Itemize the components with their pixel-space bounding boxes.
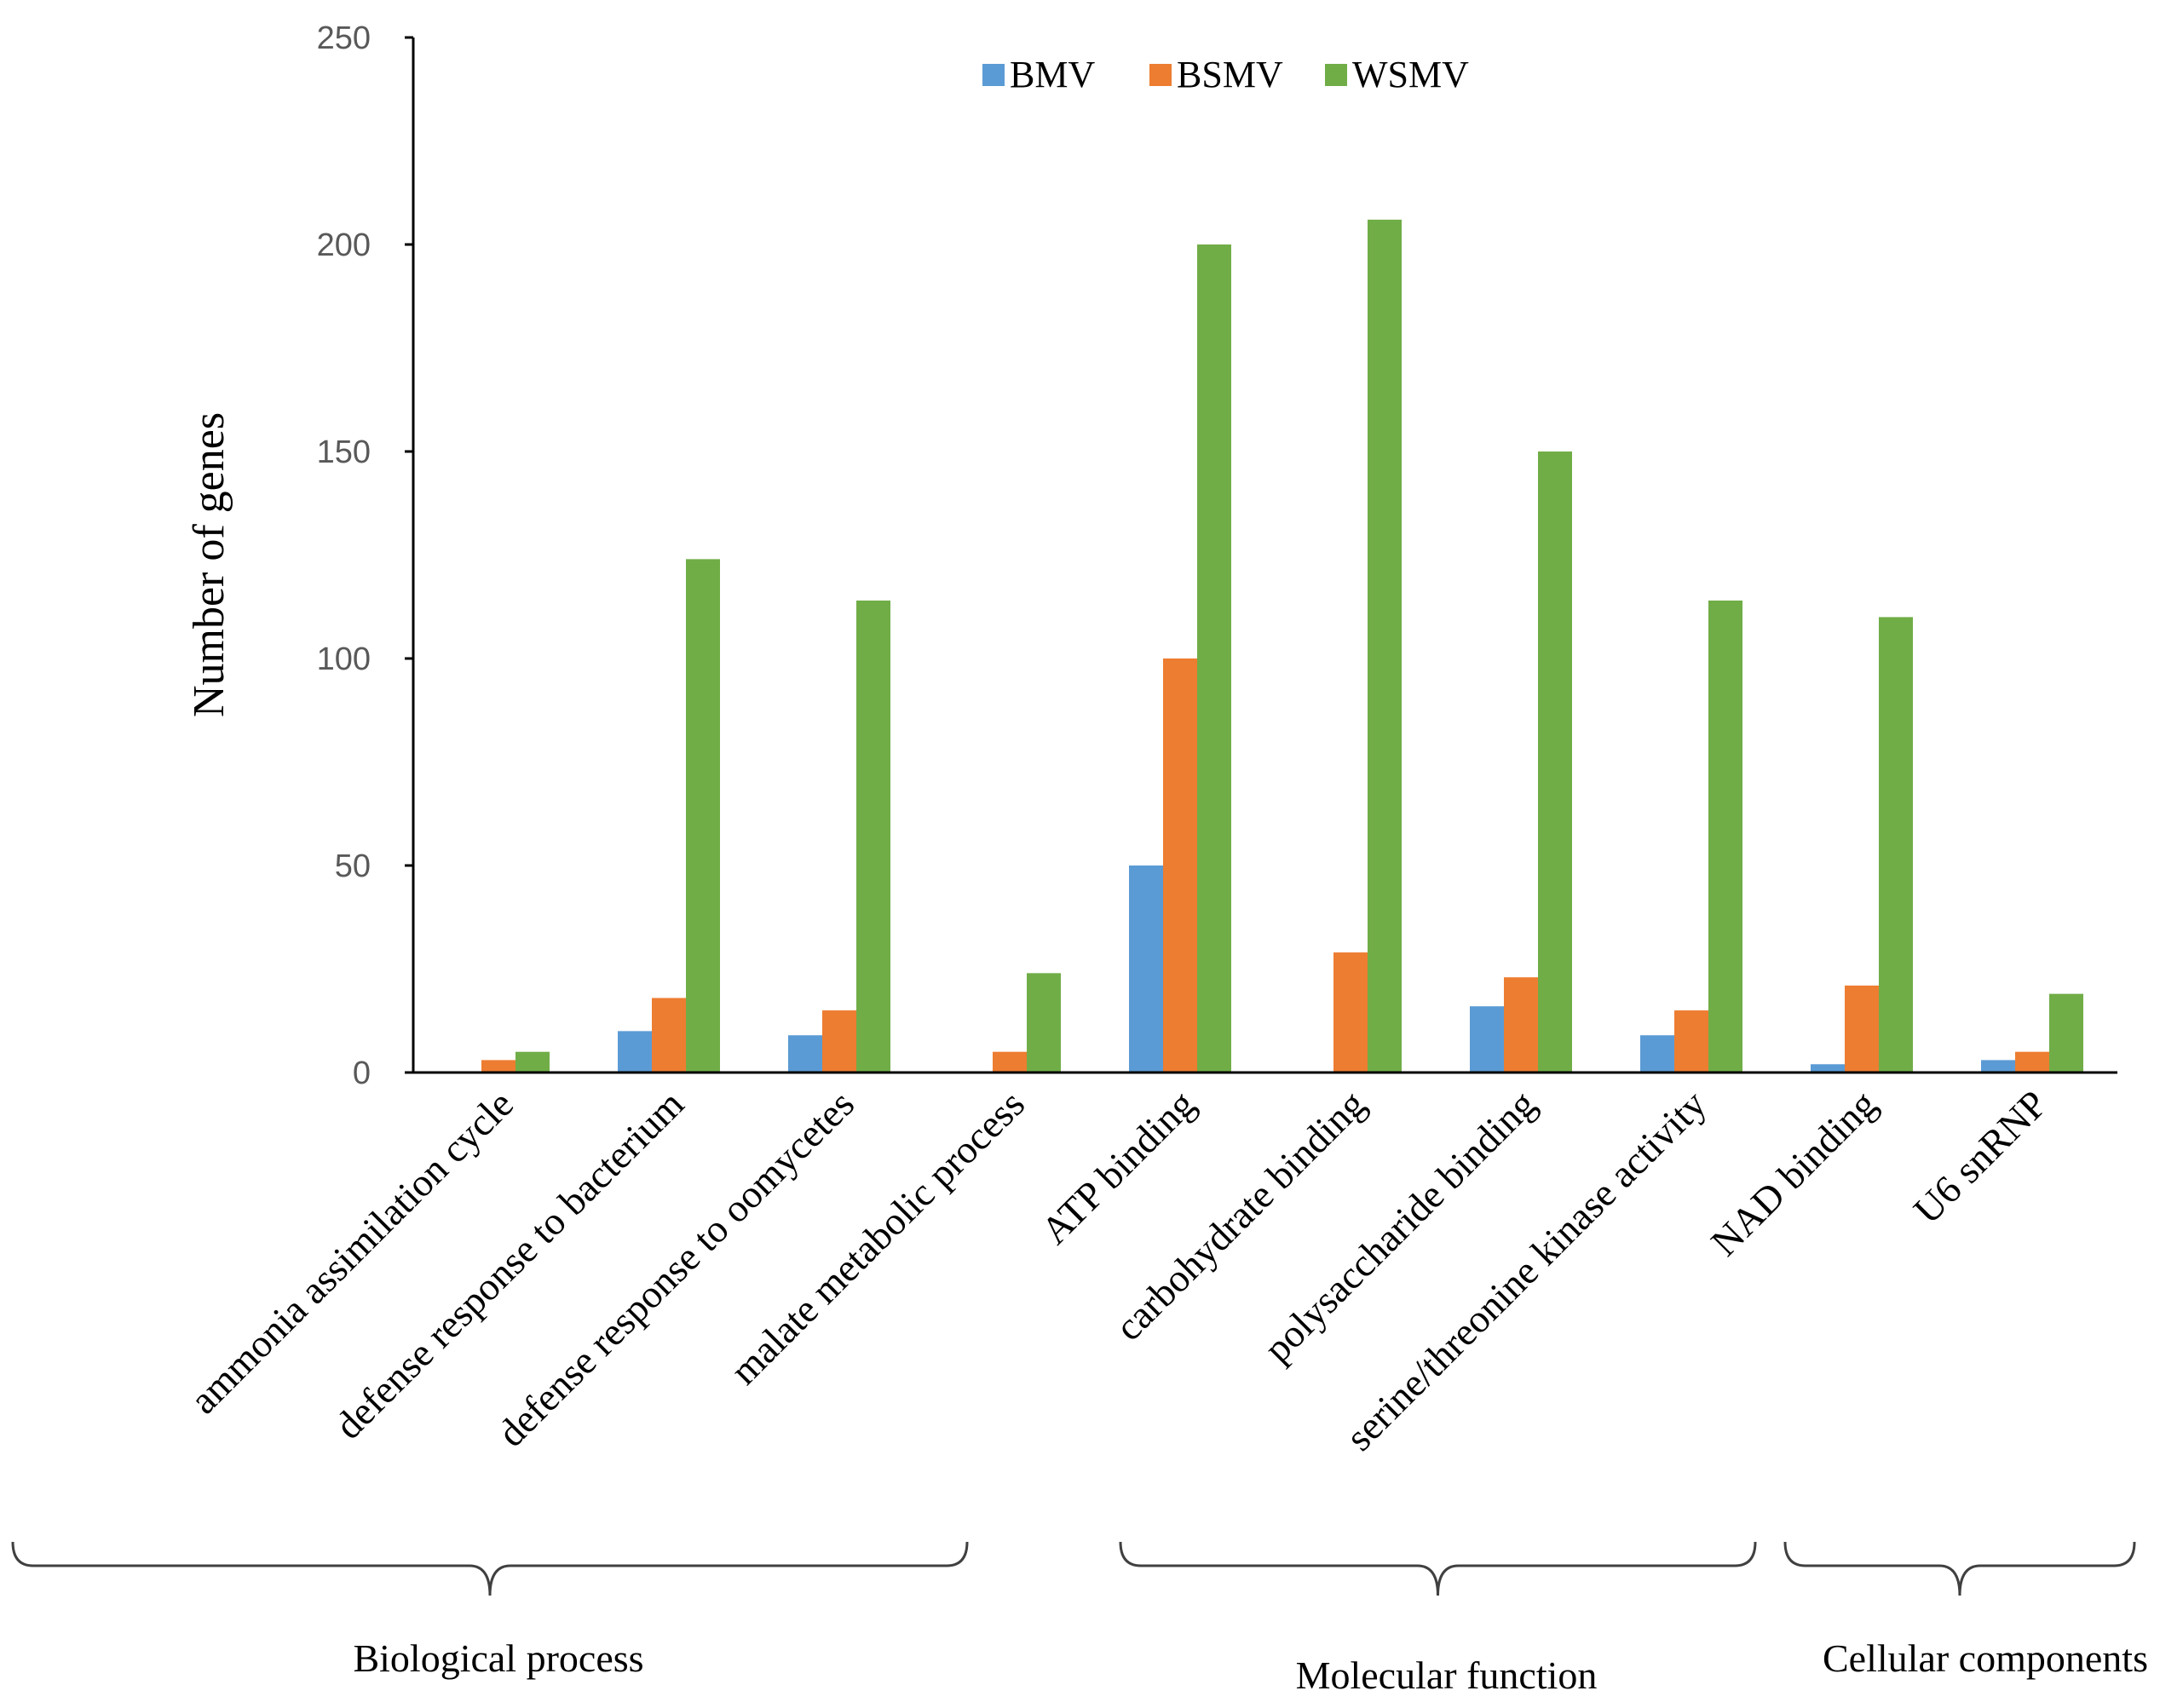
bar-bsmv-8 (1674, 1010, 1708, 1073)
group-label: Biological process (353, 1636, 643, 1680)
bar-bsmv-9 (1845, 985, 1879, 1073)
bar-series (481, 219, 2083, 1073)
category-label: defense response to bacterium (326, 1082, 692, 1447)
group-brace (1783, 1541, 2136, 1596)
bar-bsmv-7 (1504, 977, 1538, 1073)
category-label: ATP binding (1033, 1082, 1203, 1252)
y-tick-label: 50 (335, 848, 371, 884)
group-brace (11, 1541, 969, 1596)
bar-bsmv-6 (1333, 952, 1368, 1073)
category-label: serine/threonine kinase activity (1338, 1082, 1715, 1459)
group-label: Molecular function (1296, 1653, 1598, 1697)
bar-wsmv-10 (2049, 993, 2083, 1073)
bar-bmv-2 (618, 1031, 652, 1073)
bar-bmv-5 (1129, 866, 1163, 1073)
group-brace (1119, 1541, 1757, 1596)
category-groups: Biological process Molecular function Cell… (11, 1541, 2148, 1697)
bar-wsmv-4 (1027, 973, 1061, 1073)
bar-wsmv-7 (1538, 451, 1572, 1073)
series-wsmv (516, 219, 2083, 1073)
bar-wsmv-3 (856, 600, 890, 1073)
bar-bsmv-5 (1163, 658, 1197, 1073)
bar-bmv-7 (1470, 1006, 1504, 1073)
series-bsmv (481, 658, 2049, 1073)
y-tick-label: 100 (317, 641, 371, 677)
legend-label-bmv: BMV (1010, 54, 1095, 95)
group-label: Cellular components (1823, 1636, 2148, 1680)
bar-wsmv-5 (1197, 244, 1231, 1073)
bar-wsmv-2 (686, 559, 720, 1073)
y-tick-label: 200 (317, 227, 371, 263)
bar-wsmv-6 (1368, 219, 1402, 1073)
category-label: defense response to oomycetes (489, 1082, 862, 1455)
legend-swatch-bmv (982, 64, 1005, 86)
category-label: NAD binding (1702, 1082, 1885, 1264)
y-axis-title: Number of genes (185, 412, 233, 717)
series-bmv (618, 866, 2015, 1073)
bar-bmv-9 (1811, 1064, 1845, 1073)
y-axis-ticks: 0 50 100 150 200 250 (317, 20, 413, 1091)
y-tick-label: 0 (353, 1055, 371, 1091)
legend-swatch-bsmv (1149, 64, 1172, 86)
bar-bsmv-4 (993, 1051, 1027, 1073)
legend-label-bsmv: BSMV (1177, 54, 1283, 95)
y-tick-label: 150 (317, 434, 371, 470)
legend-label-wsmv: WSMV (1352, 54, 1469, 95)
y-tick-label: 250 (317, 20, 371, 56)
bar-bsmv-1 (481, 1060, 516, 1073)
category-label: ammonia assimilation cycle (181, 1082, 521, 1422)
bar-bmv-10 (1981, 1060, 2015, 1073)
bar-bmv-8 (1640, 1035, 1674, 1073)
bar-bmv-3 (788, 1035, 822, 1073)
bar-wsmv-1 (516, 1051, 550, 1073)
category-label: U6 snRNP (1905, 1082, 2055, 1232)
legend-swatch-wsmv (1325, 64, 1347, 86)
bar-bsmv-10 (2015, 1051, 2049, 1073)
category-label: malate metabolic process (722, 1082, 1033, 1393)
legend: BMV BSMV WSMV (982, 54, 1469, 95)
bar-bsmv-3 (822, 1010, 856, 1073)
bar-wsmv-8 (1708, 600, 1742, 1073)
bar-bsmv-2 (652, 998, 686, 1073)
bar-wsmv-9 (1879, 617, 1913, 1073)
